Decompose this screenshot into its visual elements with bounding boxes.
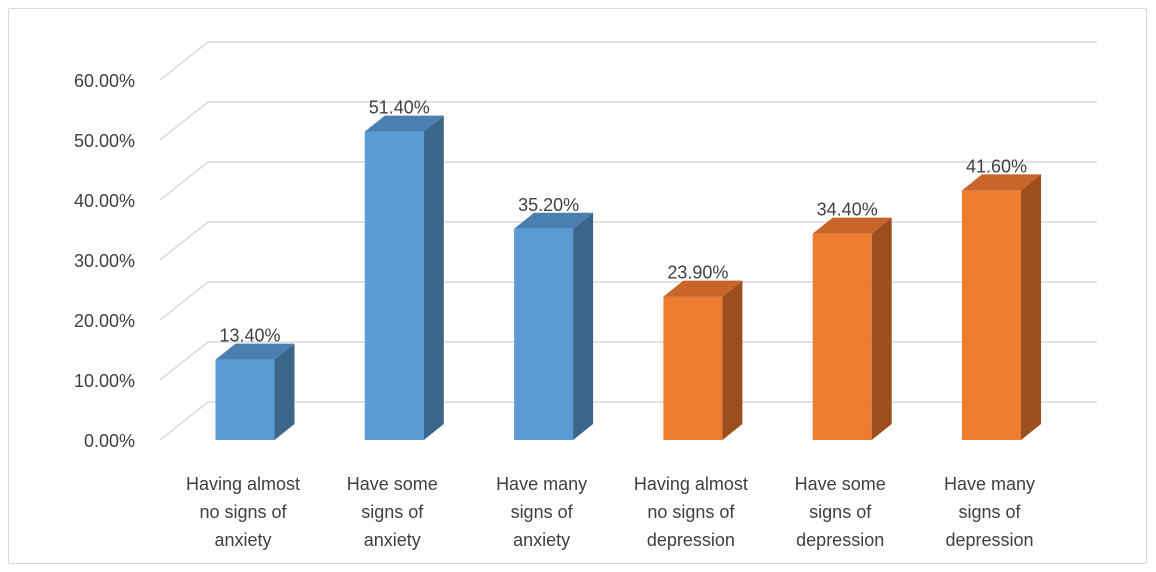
category-label: Have many signs of anxiety [496,474,587,550]
gridline [159,161,1097,201]
bar [215,343,295,440]
bar-side [1021,174,1041,440]
y-tick-label: 20.00% [74,311,135,331]
bar-side [871,217,892,440]
chart-frame [8,8,1147,564]
bar-side [573,212,594,440]
bar-front [215,359,275,440]
bar [812,217,892,440]
y-axis-ticks: 0.00% 10.00% 20.00% 30.00% 40.00% 50.00% 60.00… [74,71,135,451]
data-label: 51.40% [369,98,430,118]
gridline [159,401,1097,441]
data-label: 13.40% [219,326,280,346]
bar-top [514,212,594,229]
category-label: Have many signs of depression [944,474,1035,550]
bar [364,115,444,440]
data-label: 41.60% [966,156,1027,176]
gridline [159,221,1097,261]
bar-side [423,115,444,440]
bar-front [364,131,424,440]
category-labels: Having almost no signs of anxiety Have some… [186,474,1035,550]
gridline [159,41,1097,81]
bars [215,115,1041,440]
bar [663,280,743,440]
y-tick-label: 10.00% [74,371,135,391]
bar-top [215,343,295,360]
bar [962,174,1041,440]
bar-side [722,280,743,440]
data-label: 23.90% [667,263,728,283]
bar-front [514,228,574,440]
gridlines [159,41,1097,441]
gridline [159,341,1097,381]
bar-top [812,217,892,234]
y-tick-label: 60.00% [74,71,135,91]
y-tick-label: 30.00% [74,251,135,271]
data-label: 34.40% [817,200,878,220]
category-label: Have some signs of anxiety [347,474,438,550]
y-tick-label: 0.00% [84,431,135,451]
data-labels: 13.40% 51.40% 35.20% 23.90% 34.40% 41.60% [219,98,1027,346]
bar-top [364,115,444,132]
category-label: Have some signs of depression [795,474,886,550]
bar-top [962,174,1041,191]
bar-front [663,296,723,440]
y-tick-label: 40.00% [74,191,135,211]
gridline [159,101,1097,141]
bar-side [274,343,295,440]
bar [514,212,594,440]
category-label: Having almost no signs of anxiety [186,474,300,550]
bar-front [962,190,1021,440]
bar-front [812,233,872,440]
y-tick-label: 50.00% [74,131,135,151]
bar-top [663,280,743,297]
gridline [159,281,1097,321]
category-label: Having almost no signs of depression [634,474,748,550]
data-label: 35.20% [518,195,579,215]
